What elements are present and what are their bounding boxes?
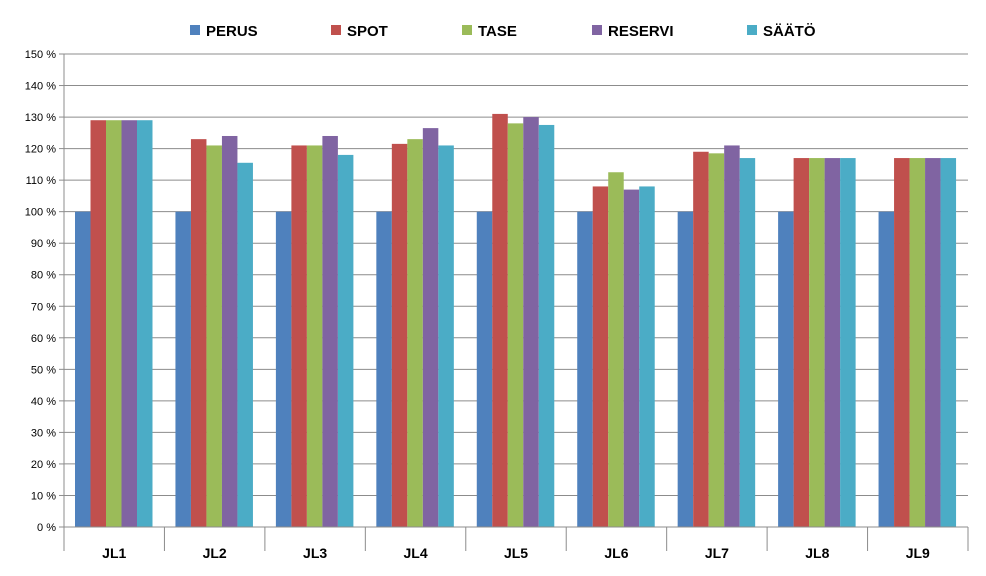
legend-swatch-spot	[331, 25, 341, 35]
bar-perus-jl5	[476, 211, 493, 527]
bar-säätö-jl4	[438, 145, 454, 528]
y-tick-label: 100 %	[25, 207, 56, 219]
bar-perus-jl1	[75, 211, 91, 527]
bar-tase-jl6	[608, 172, 624, 527]
bar-säätö-jl8	[840, 158, 856, 527]
y-tick-label: 10 %	[31, 490, 56, 502]
y-tick-label: 80 %	[31, 270, 56, 282]
axes	[59, 54, 969, 551]
bar-tase-jl4	[407, 139, 423, 527]
bar-reservi-jl4	[422, 128, 439, 527]
y-tick-label: 150 %	[25, 49, 56, 61]
bar-spot-jl4	[391, 143, 408, 527]
bar-perus-jl8	[778, 211, 794, 527]
legend-swatch-perus	[190, 25, 200, 35]
y-tick-label: 60 %	[31, 333, 56, 345]
y-tick-label: 0 %	[37, 522, 56, 534]
y-tick-label: 120 %	[25, 144, 56, 156]
legend-label-perus: PERUS	[206, 23, 258, 40]
y-axis-tick-labels: 0 % 10 % 20 % 30 % 40 % 50 % 60 % 70 % 80 % 90 % 1…	[25, 49, 56, 534]
bar-säätö-jl9	[940, 158, 957, 527]
bar-perus-jl7	[677, 211, 694, 527]
y-tick-label: 140 %	[25, 81, 56, 93]
bar-reservi-jl2	[221, 135, 238, 527]
y-tick-label: 40 %	[31, 396, 56, 408]
x-axis-category-labels: JL1 JL2 JL3 JL4 JL5 JL6 JL7 JL8 JL9	[102, 545, 930, 561]
bar-spot-jl2	[190, 139, 207, 527]
bar-tase-jl8	[809, 158, 825, 527]
bar-perus-jl2	[175, 211, 191, 527]
bar-perus-jl9	[878, 211, 895, 527]
bar-perus-jl3	[275, 211, 292, 527]
bars	[75, 113, 957, 528]
bar-reservi-jl7	[724, 145, 740, 528]
bar-säätö-jl7	[739, 158, 756, 527]
bar-tase-jl9	[909, 158, 926, 527]
x-category-label: JL7	[705, 545, 729, 561]
bar-reservi-jl5	[523, 117, 539, 528]
legend-swatch-reservi	[592, 25, 602, 35]
legend-label-spot: SPOT	[347, 23, 388, 40]
y-tick-label: 30 %	[31, 427, 56, 439]
legend-label-reservi: RESERVI	[608, 23, 674, 40]
bar-spot-jl8	[793, 158, 810, 527]
bar-tase-jl3	[306, 145, 323, 528]
bar-säätö-jl5	[538, 124, 555, 527]
bar-perus-jl4	[376, 211, 392, 527]
bar-spot-jl1	[90, 120, 106, 527]
legend-swatch-tase	[462, 25, 472, 35]
y-tick-label: 50 %	[31, 364, 56, 376]
bar-reservi-jl3	[322, 135, 338, 527]
y-tick-label: 20 %	[31, 459, 56, 471]
bar-spot-jl3	[291, 145, 307, 528]
bar-spot-jl6	[592, 186, 609, 527]
x-category-label: JL9	[906, 545, 930, 561]
bar-spot-jl9	[894, 158, 910, 527]
x-category-label: JL8	[805, 545, 829, 561]
legend-label-tase: TASE	[478, 23, 517, 40]
x-category-label: JL5	[504, 545, 528, 561]
bar-spot-jl5	[492, 113, 508, 527]
bar-perus-jl6	[577, 211, 593, 527]
legend-label-säätö: SÄÄTÖ	[763, 23, 816, 40]
y-tick-label: 90 %	[31, 238, 56, 250]
x-category-label: JL6	[604, 545, 628, 561]
bar-reservi-jl8	[824, 158, 841, 527]
bar-tase-jl1	[106, 120, 122, 527]
bar-reservi-jl1	[121, 120, 137, 527]
bar-tase-jl5	[507, 123, 524, 527]
bar-tase-jl2	[206, 145, 222, 528]
y-tick-label: 130 %	[25, 112, 56, 124]
bar-säätö-jl6	[639, 186, 655, 527]
x-category-label: JL2	[203, 545, 227, 561]
y-tick-label: 110 %	[26, 175, 57, 187]
x-category-label: JL4	[403, 545, 427, 561]
bar-säätö-jl1	[137, 120, 153, 527]
x-category-label: JL1	[102, 545, 126, 561]
y-tick-label: 70 %	[31, 301, 56, 313]
bar-tase-jl7	[708, 153, 725, 527]
bar-säätö-jl3	[337, 154, 354, 527]
legend: PERUS SPOT TASE RESERVI SÄÄTÖ	[190, 23, 816, 40]
bar-säätö-jl2	[237, 162, 253, 528]
legend-swatch-säätö	[747, 25, 757, 35]
x-category-label: JL3	[303, 545, 327, 561]
bar-reservi-jl9	[925, 158, 941, 527]
bar-spot-jl7	[693, 151, 709, 527]
bar-reservi-jl6	[623, 189, 640, 528]
